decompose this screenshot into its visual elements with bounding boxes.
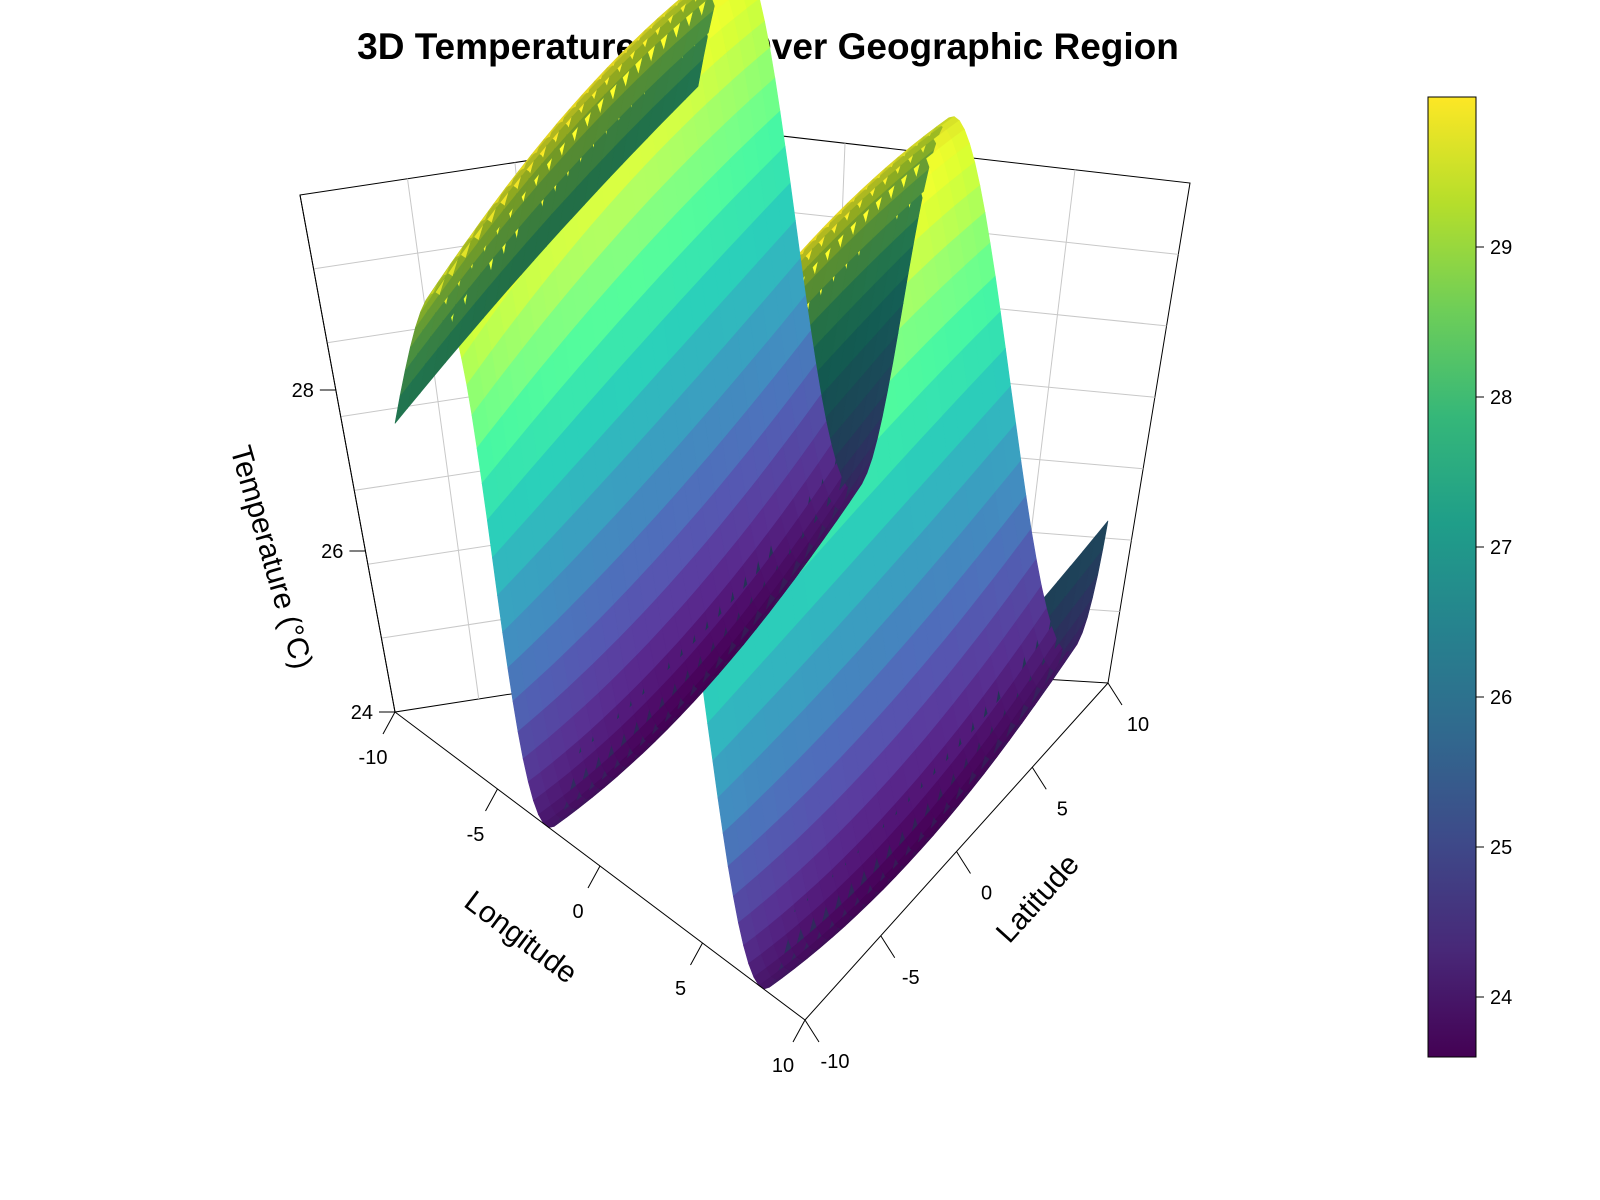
- lon-tick-label: -10: [359, 747, 388, 769]
- lon-tick: [382, 711, 396, 735]
- z-tick-label: 26: [321, 541, 343, 563]
- lon-tick: [587, 865, 601, 889]
- surface-facet: [680, 0, 698, 23]
- lat-tick: [804, 1019, 820, 1043]
- surface-facet: [700, 0, 717, 22]
- z-axis-title: Temperature (°C): [224, 442, 319, 673]
- colorbar-tick-label: 25: [1490, 837, 1512, 859]
- surface-facet: [1090, 520, 1109, 565]
- surface-facet: [705, 0, 707, 2]
- colorbar-tick-label: 28: [1490, 387, 1512, 409]
- colorbar-tick-label: 26: [1490, 687, 1512, 709]
- z-tick-label: 28: [292, 380, 314, 402]
- lon-tick-label: 5: [675, 978, 686, 1000]
- surface-facet: [712, 0, 730, 11]
- lon-axis-title: Longitude: [458, 885, 583, 991]
- lat-tick: [880, 935, 896, 959]
- lon-tick-label: 10: [772, 1055, 794, 1077]
- lat-tick-label: -10: [821, 1051, 850, 1073]
- lon-tick: [690, 942, 703, 966]
- lat-tick-label: 10: [1127, 714, 1149, 736]
- lat-tick-label: -5: [902, 967, 920, 989]
- surface-facet: [744, 0, 759, 10]
- lon-tick-label: -5: [467, 824, 485, 846]
- lat-axis-title: Latitude: [990, 848, 1086, 949]
- z-tick-label: 24: [351, 702, 373, 724]
- lat-tick-label: 5: [1057, 798, 1068, 820]
- z-axis-line: [299, 194, 396, 713]
- lat-tick: [956, 851, 971, 874]
- lat-tick-label: 0: [981, 883, 992, 905]
- colorbar-tick-label: 24: [1490, 987, 1512, 1009]
- colorbar-tick-label: 29: [1490, 237, 1512, 259]
- surface-facet: [692, 0, 707, 12]
- colorbar-bar: [1427, 96, 1477, 1058]
- surface-facet: [670, 0, 683, 8]
- surface-layer: [394, 0, 1109, 990]
- colorbar-tick-label: 27: [1490, 537, 1512, 559]
- lon-tick: [792, 1019, 806, 1043]
- lat-tick: [1107, 682, 1123, 706]
- lon-tick: [485, 788, 498, 812]
- lon-tick-label: 0: [572, 901, 583, 923]
- colorbar: 24 25 26 27 28 29: [1427, 96, 1512, 1058]
- surface-facet: [678, 0, 683, 4]
- lat-tick: [1031, 766, 1047, 790]
- surface-facet: [685, 0, 693, 6]
- grid-line: [407, 178, 480, 700]
